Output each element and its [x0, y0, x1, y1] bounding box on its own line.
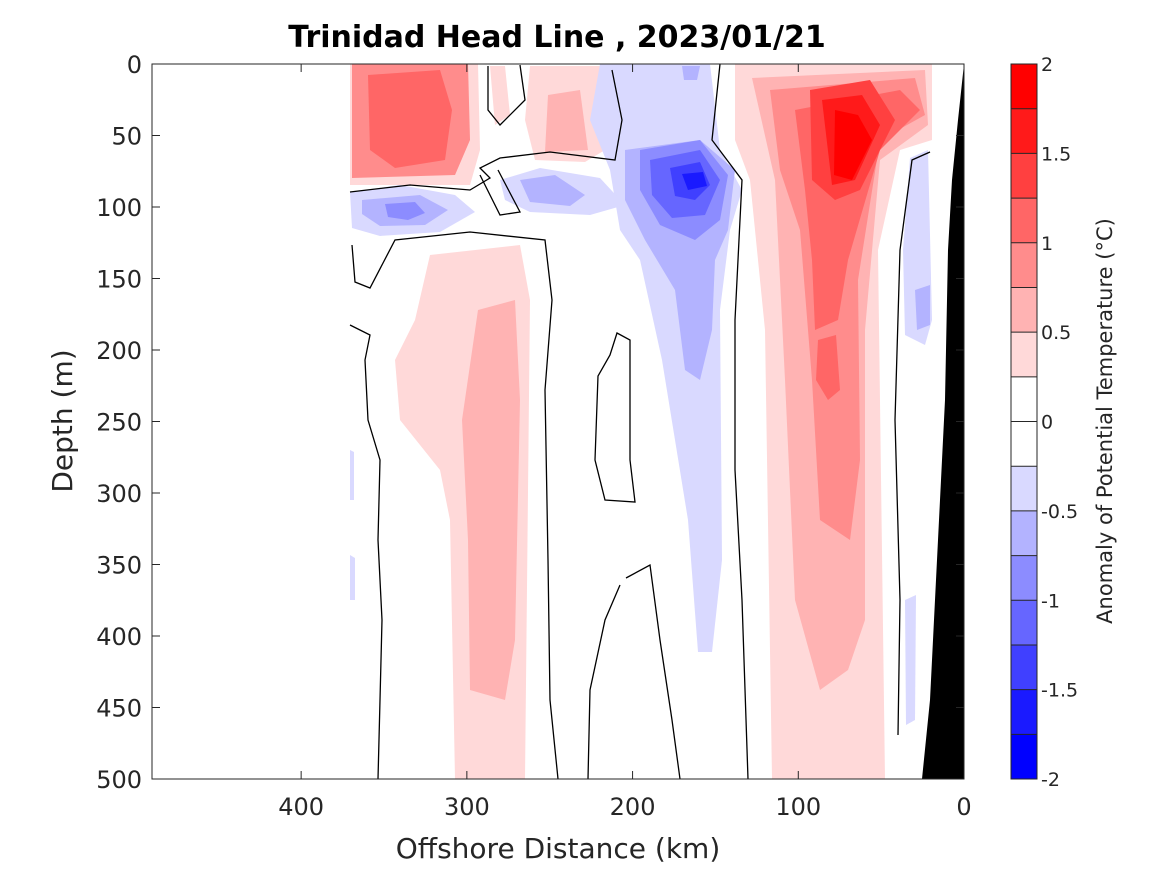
y-tick-label: 400 [96, 623, 142, 651]
colorbar-segment [1011, 644, 1037, 690]
zero-contour-island [594, 332, 636, 503]
zero-contour-loop [349, 64, 623, 193]
colorbar-segment [1011, 600, 1037, 645]
warm-region-deep-tongue [816, 335, 840, 400]
cool-region-edge-a [350, 450, 354, 500]
y-tick-label: 0 [127, 51, 142, 79]
colorbar-tick-label: -2 [1041, 769, 1060, 791]
colorbar: 2 1.5 1 0.5 0 -0.5 -1 -1.5 -2 [1010, 54, 1078, 791]
colorbar-segment [1011, 734, 1037, 779]
warm-region-mid-surface-l2 [545, 90, 588, 152]
cool-region-edge-b [350, 555, 355, 600]
zero-contour-deep [587, 563, 681, 779]
chart-title: Trinidad Head Line , 2023/01/21 [288, 20, 825, 55]
cool-region-top [682, 66, 700, 80]
y-tick-label: 500 [96, 766, 142, 794]
x-tick-label: 0 [956, 793, 971, 821]
colorbar-segment [1011, 332, 1037, 377]
colorbar-segment [1011, 421, 1037, 467]
colorbar-segment [1011, 689, 1037, 735]
y-tick-label: 200 [96, 337, 142, 365]
y-axis-label: Depth (m) [46, 349, 79, 492]
x-tick-label: 200 [610, 793, 656, 821]
y-tick-label: 300 [96, 480, 142, 508]
colorbar-segment [1011, 287, 1037, 333]
colorbar-segment [1011, 466, 1037, 511]
bathymetry-mask [922, 64, 964, 779]
colorbar-segment [1011, 376, 1037, 422]
zero-contour-eddy [711, 64, 749, 779]
colorbar-segment [1011, 555, 1037, 601]
warm-region-subsurface-column-l2 [462, 300, 520, 700]
x-tick-label: 400 [278, 793, 324, 821]
y-tick-label: 450 [96, 695, 142, 723]
colorbar-segment [1011, 242, 1037, 288]
colorbar-tick-label: -0.5 [1041, 501, 1078, 523]
zero-contours [349, 64, 931, 779]
colorbar-tick-label: 0 [1041, 412, 1053, 434]
cool-region-mid-lens-l2 [520, 175, 585, 206]
zero-contour-lens [479, 169, 521, 216]
y-tick-label: 50 [111, 123, 142, 151]
anomaly-field [350, 64, 932, 779]
cool-region-offshore-lens-l3 [385, 202, 425, 220]
colorbar-tick-label: 1.5 [1041, 143, 1071, 165]
y-tick-label: 150 [96, 266, 142, 294]
y-axis: 0 50 100 150 200 250 300 350 400 450 500 [96, 51, 964, 794]
colorbar-tick-label: -1.5 [1041, 680, 1078, 702]
x-tick-label: 300 [444, 793, 490, 821]
zero-contour-offshore [349, 324, 383, 779]
zero-contour-offshore-upper [351, 231, 559, 779]
colorbar-tick-label: 0.5 [1041, 322, 1071, 344]
plot-area [152, 64, 964, 779]
colorbar-frame [1010, 63, 1038, 780]
colorbar-segment [1011, 198, 1037, 243]
warm-region-nearshore-peak [834, 110, 872, 180]
warm-region-near-top [490, 66, 510, 125]
cool-region-nearshore-deep [905, 595, 916, 725]
warm-region-offshore-surface-l3 [368, 70, 452, 168]
y-tick-label: 350 [96, 552, 142, 580]
cool-region-eddy-peak [682, 172, 707, 190]
colorbar-tick-label: 1 [1041, 233, 1053, 255]
y-tick-label: 250 [96, 409, 142, 437]
x-axis: 400 300 200 100 0 [278, 64, 972, 821]
y-tick-label: 100 [96, 194, 142, 222]
colorbar-segment [1011, 510, 1037, 556]
x-tick-label: 100 [775, 793, 821, 821]
cool-region-nearshore-strip-l2 [915, 285, 930, 330]
colorbar-label: Anomaly of Potential Temperature (°C) [1093, 218, 1117, 624]
colorbar-tick-label: 2 [1041, 54, 1053, 76]
colorbar-segment [1011, 64, 1037, 109]
colorbar-segment [1011, 153, 1037, 199]
colorbar-segment [1011, 108, 1037, 154]
colorbar-tick-label: -1 [1041, 590, 1060, 612]
x-axis-label: Offshore Distance (km) [396, 832, 721, 865]
zero-contour-nearshore [894, 151, 931, 736]
